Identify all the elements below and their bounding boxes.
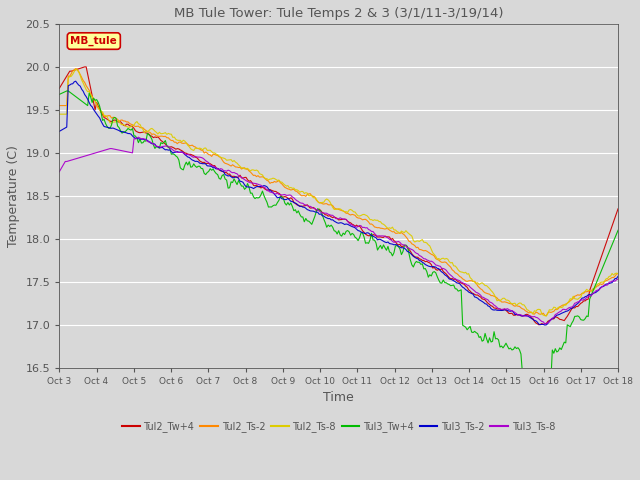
X-axis label: Time: Time [323, 392, 354, 405]
Legend: Tul2_Tw+4, Tul2_Ts-2, Tul2_Ts-8, Tul3_Tw+4, Tul3_Ts-2, Tul3_Ts-8: Tul2_Tw+4, Tul2_Ts-2, Tul2_Ts-8, Tul3_Tw… [118, 418, 559, 436]
Text: MB_tule: MB_tule [70, 36, 117, 46]
Title: MB Tule Tower: Tule Temps 2 & 3 (3/1/11-3/19/14): MB Tule Tower: Tule Temps 2 & 3 (3/1/11-… [174, 7, 504, 20]
Y-axis label: Temperature (C): Temperature (C) [7, 145, 20, 247]
